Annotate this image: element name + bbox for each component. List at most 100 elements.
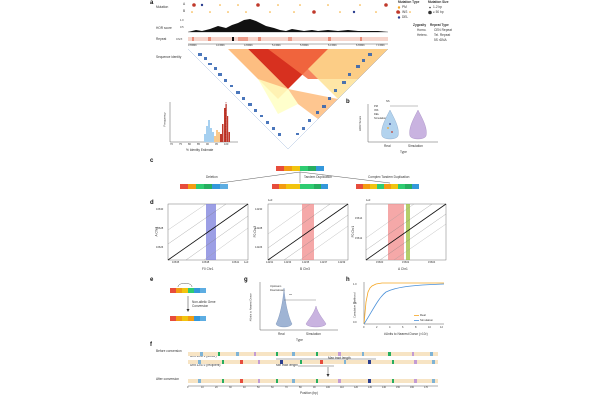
f-xtick-120: 120 bbox=[354, 386, 358, 389]
dotplot-3-ytick-0: 15614 bbox=[355, 217, 363, 220]
dotplot-3-ylabel: F0 Chr1 bbox=[351, 225, 356, 238]
panel-g-legend-down: Downstream bbox=[270, 289, 285, 292]
mutation-dots bbox=[191, 3, 411, 14]
hor-tick-05: 0.5 bbox=[180, 26, 184, 29]
panel-a-label: a bbox=[150, 0, 154, 6]
identity-histogram bbox=[169, 102, 238, 143]
coord-5: 6.15Mb bbox=[328, 44, 337, 47]
identity-heatmap bbox=[187, 48, 389, 150]
panel-c-tandem: Tandem Duplication bbox=[304, 175, 332, 179]
panel-g-label: g bbox=[244, 277, 248, 283]
panel-b-label: b bbox=[346, 99, 350, 105]
panel-c-label: c bbox=[150, 158, 154, 164]
dotplot-3-xtick-1: 15602 bbox=[402, 261, 410, 264]
panel-h-ylabel: Cumulative Likelihood bbox=[353, 292, 357, 318]
panel-b-cat-sim: Simulation bbox=[408, 144, 423, 148]
dotplot-1-ytick-0: 16630 bbox=[156, 208, 164, 211]
panel-b-cat-real: Real bbox=[384, 144, 391, 148]
dotplot-2-ytick-0: 14230 bbox=[255, 208, 263, 211]
panel-h-legend-swatches bbox=[414, 315, 419, 321]
legend-zyg-title: Zygosity bbox=[413, 23, 427, 27]
repeat-track-label: Repeat bbox=[156, 37, 167, 41]
dotplot-2-ytick-1: 14228 bbox=[255, 227, 263, 230]
gc-after-array bbox=[170, 316, 206, 321]
sequence-identity-label: Sequence identity bbox=[156, 55, 182, 59]
panel-b-ylabel: HOR Score bbox=[358, 115, 363, 132]
figure: a Mutation A B Mutation Type PM INS DEL … bbox=[150, 0, 452, 400]
mutation-row-a bbox=[192, 3, 388, 7]
deletion-array bbox=[180, 184, 228, 189]
f-xtick-140: 140 bbox=[382, 386, 386, 389]
legend-rep-5s: 5S rDNA bbox=[434, 38, 447, 42]
panel-h-xtick-4: 4 bbox=[389, 326, 391, 329]
panel-f-sequences bbox=[188, 352, 438, 387]
panel-f-before: Before conversion bbox=[156, 349, 182, 353]
panel-f-max-tract: Max tract length bbox=[328, 356, 351, 360]
f-xtick-90: 90 bbox=[313, 386, 316, 389]
dotplot-3-xtick-0: 15600 bbox=[376, 261, 384, 264]
panel-h-xtick-8: 8 bbox=[415, 326, 417, 329]
panel-b-xlabel: Type bbox=[400, 150, 407, 154]
panel-h-xtick-10: 10 bbox=[428, 326, 431, 329]
panel-h-xtick-0: 0 bbox=[363, 326, 365, 329]
f-xtick-150: 150 bbox=[396, 386, 400, 389]
converted-sequence bbox=[188, 379, 438, 383]
coord-3: 5.15Mb bbox=[272, 44, 281, 47]
legend-zyg-hetero: Hetero. bbox=[417, 33, 428, 37]
dotplot-1-xtick-0: 16635 bbox=[172, 261, 180, 264]
panel-h-ytick-1: 1.0 bbox=[353, 283, 357, 286]
panel-b-legend-pm: PM bbox=[374, 105, 378, 108]
legend-pm: PM bbox=[402, 5, 407, 9]
panel-c-diagram bbox=[180, 166, 419, 189]
hist-xtick-80: 80 bbox=[188, 143, 191, 146]
panel-h-xtick-2: 2 bbox=[376, 326, 378, 329]
panel-h-label: h bbox=[346, 277, 350, 283]
dotplot-2 bbox=[267, 203, 349, 261]
legend-size-small: 1-2 bp bbox=[433, 5, 443, 9]
dotplot-2-xtick-0: 14231 bbox=[266, 261, 274, 264]
f-xtick-130: 130 bbox=[368, 386, 372, 389]
dotplot-2-xtick-3: 14237 bbox=[320, 261, 328, 264]
f-xtick-100: 100 bbox=[326, 386, 330, 389]
mutation-track-label: Mutation bbox=[156, 5, 169, 9]
hist-xtick-100: 100 bbox=[224, 143, 229, 146]
panel-d-label: d bbox=[150, 200, 154, 206]
panel-h-legend-sim: Simulation bbox=[420, 318, 434, 322]
panel-f-xlabel: Position (bp) bbox=[300, 391, 318, 395]
coord-0: 3.65Mb bbox=[188, 44, 197, 47]
legend-rep-tel: Tel. Repeat bbox=[434, 33, 451, 37]
legend-rep-cen: CEN Repeat bbox=[434, 28, 452, 32]
dotplot-1-xlabel: F0 Chr1 bbox=[202, 267, 214, 271]
dotplot-2-xtick-1: 14233 bbox=[284, 261, 292, 264]
hor-tick-1: 1.0 bbox=[180, 19, 184, 22]
donor-sequence bbox=[188, 352, 438, 356]
panel-h-cdf bbox=[363, 282, 445, 325]
panel-g-cat-sim: Simulation bbox=[306, 332, 321, 336]
f-xtick-170: 170 bbox=[424, 386, 428, 389]
legend-zyg-homo: Homo. bbox=[417, 28, 427, 32]
row-a-label: A bbox=[183, 2, 186, 6]
f-xtick-50: 50 bbox=[257, 386, 260, 389]
panel-h-ytick-05: 0.5 bbox=[353, 302, 357, 305]
hist-xtick-90: 90 bbox=[206, 143, 209, 146]
panel-f-label: f bbox=[150, 342, 152, 348]
recipient-sequence bbox=[188, 360, 438, 364]
legend-size-title: Mutation Size bbox=[428, 0, 449, 4]
f-xtick-60: 60 bbox=[271, 386, 274, 389]
legend-ins: INS bbox=[402, 10, 408, 14]
panel-g-sig: *** bbox=[289, 294, 293, 297]
coord-axis bbox=[188, 43, 388, 45]
f-xtick-70: 70 bbox=[285, 386, 288, 389]
coord-6: 6.65Mb bbox=[356, 44, 365, 47]
panel-f-unit-recipient: Unit 12472 (recipient) bbox=[190, 363, 221, 367]
coord-7: 7.15Mb bbox=[376, 44, 385, 47]
dotplot-2-xlabel: B Chr3 bbox=[300, 267, 310, 271]
dotplot-2-xtick-4: 14239 bbox=[338, 261, 346, 264]
row-b-label: B bbox=[183, 9, 186, 13]
dotplot-3-scale: 1e3 bbox=[366, 199, 371, 202]
panel-b-sig: NS bbox=[386, 100, 390, 103]
center-array bbox=[276, 166, 324, 171]
hor-score-label: HOR score bbox=[156, 26, 172, 30]
tandem-dup-array bbox=[272, 184, 328, 189]
panel-f-after: After conversion bbox=[156, 377, 180, 381]
